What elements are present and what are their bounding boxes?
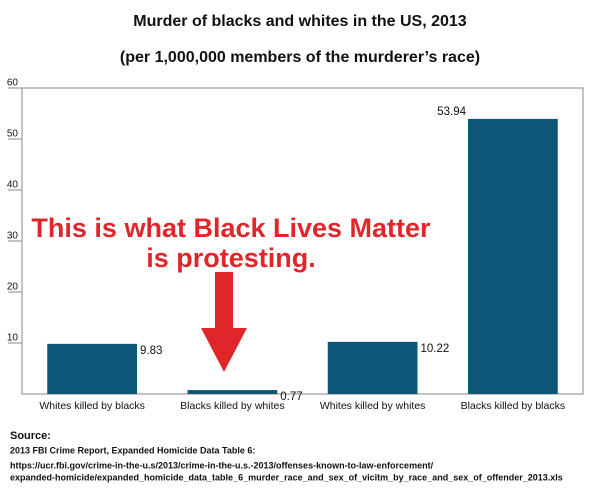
chart-subtitle: (per 1,000,000 members of the murderer’s… <box>120 49 480 66</box>
y-tick-label: 20 <box>7 282 19 293</box>
annotation: This is what Black Lives Matter <box>31 213 431 243</box>
value-label: 0.77 <box>280 391 302 403</box>
chart-title: Murder of blacks and whites in the US, 2… <box>133 13 467 30</box>
bar <box>187 390 278 394</box>
x-tick-label: Blacks killed by whites <box>180 400 284 412</box>
y-tick-label: 50 <box>7 129 19 140</box>
value-label: 53.94 <box>437 106 466 118</box>
source-line: 2013 FBI Crime Report, Expanded Homicide… <box>10 445 255 455</box>
bar <box>467 118 558 394</box>
y-tick-label: 60 <box>7 78 19 89</box>
y-tick-label: 30 <box>7 231 19 242</box>
x-tick-label: Blacks killed by blacks <box>461 400 565 412</box>
bar <box>327 341 418 394</box>
source-line: expanded-homicide/expanded_homicide_data… <box>10 472 563 482</box>
x-tick-label: Whites killed by blacks <box>39 400 145 412</box>
y-tick-label: 10 <box>7 333 19 344</box>
value-label: 9.83 <box>140 345 162 357</box>
arrow <box>201 272 247 372</box>
value-label: 10.22 <box>421 343 450 355</box>
annotation: is protesting. <box>146 243 316 273</box>
y-tick-label: 40 <box>7 180 19 191</box>
source-label: Source: <box>10 430 51 442</box>
source-line: https://ucr.fbi.gov/crime-in-the-u.s/201… <box>10 460 434 470</box>
x-tick-label: Whites killed by whites <box>320 400 426 412</box>
bar <box>47 343 138 394</box>
